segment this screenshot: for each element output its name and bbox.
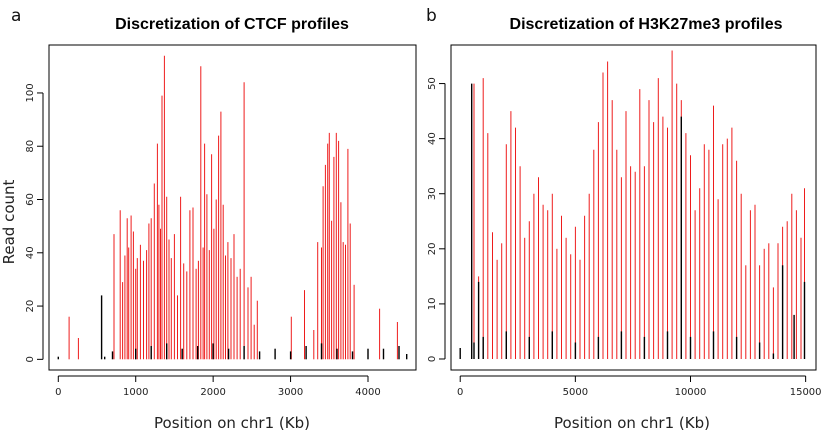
panel-b-x-tick-label: 10000 <box>675 387 707 398</box>
panel-a-series-0 <box>68 55 398 360</box>
panel-b-y-tick-label: 30 <box>427 187 438 200</box>
panel-a-y-tick-label: 80 <box>25 140 36 153</box>
panel-b-series-0 <box>473 50 805 359</box>
panel-b-y-tick-label: 40 <box>427 132 438 145</box>
panel-a-y-tick-label: 20 <box>25 300 36 313</box>
panel-b-y-axis: 0 10 20 30 40 50 <box>427 77 446 362</box>
panel-a: a Discretization of CTCF profiles Read c… <box>0 6 417 432</box>
panel-b-plot-frame <box>450 44 817 371</box>
panel-a-y-tick-label: 60 <box>25 193 36 206</box>
panel-a-x-tick-label: 3000 <box>278 387 303 398</box>
panel-a-x-tick-label: 0 <box>55 387 61 398</box>
panel-b-x-axis-label: Position on chr1 (Kb) <box>554 414 710 432</box>
panel-b-plot: 0 5000 10000 15000 0 10 20 30 40 50 <box>427 50 822 398</box>
panel-b-letter: b <box>426 6 437 26</box>
panel-b-y-tick-label: 20 <box>427 242 438 255</box>
panel-b-title: Discretization of H3K27me3 profiles <box>510 16 783 33</box>
panel-b-y-tick-label: 50 <box>427 77 438 90</box>
panel-a-plot: 0 1000 2000 3000 4000 0 20 40 60 80 100 <box>25 55 408 398</box>
panel-a-y-tick-label: 40 <box>25 246 36 259</box>
panel-b-x-tick-label: 15000 <box>790 387 822 398</box>
panel-b-y-tick-label: 10 <box>427 298 438 311</box>
panel-a-x-tick-label: 1000 <box>123 387 148 398</box>
panel-a-y-tick-label: 100 <box>25 83 36 102</box>
panel-b-x-tick-label: 5000 <box>563 387 588 398</box>
panel-a-series-1 <box>57 295 408 360</box>
panel-b-series-1 <box>459 83 806 359</box>
panel-a-x-axis-label: Position on chr1 (Kb) <box>154 414 310 432</box>
panel-b-y-tick-label: 0 <box>427 356 438 362</box>
panel-b-x-tick-label: 0 <box>457 387 463 398</box>
panel-a-y-tick-label: 0 <box>25 356 36 362</box>
panel-a-x-tick-label: 4000 <box>355 387 380 398</box>
panel-b-x-axis: 0 5000 10000 15000 <box>457 375 822 398</box>
panel-a-plot-frame <box>48 44 417 371</box>
panel-a-y-axis-label: Read count <box>0 179 18 264</box>
panel-a-title: Discretization of CTCF profiles <box>115 16 349 33</box>
panel-a-y-axis: 0 20 40 60 80 100 <box>25 83 44 363</box>
panel-b: b Discretization of H3K27me3 profiles Po… <box>426 6 822 432</box>
panel-a-letter: a <box>11 6 21 26</box>
panel-a-x-tick-label: 2000 <box>200 387 225 398</box>
panel-a-x-axis: 0 1000 2000 3000 4000 <box>55 375 381 398</box>
